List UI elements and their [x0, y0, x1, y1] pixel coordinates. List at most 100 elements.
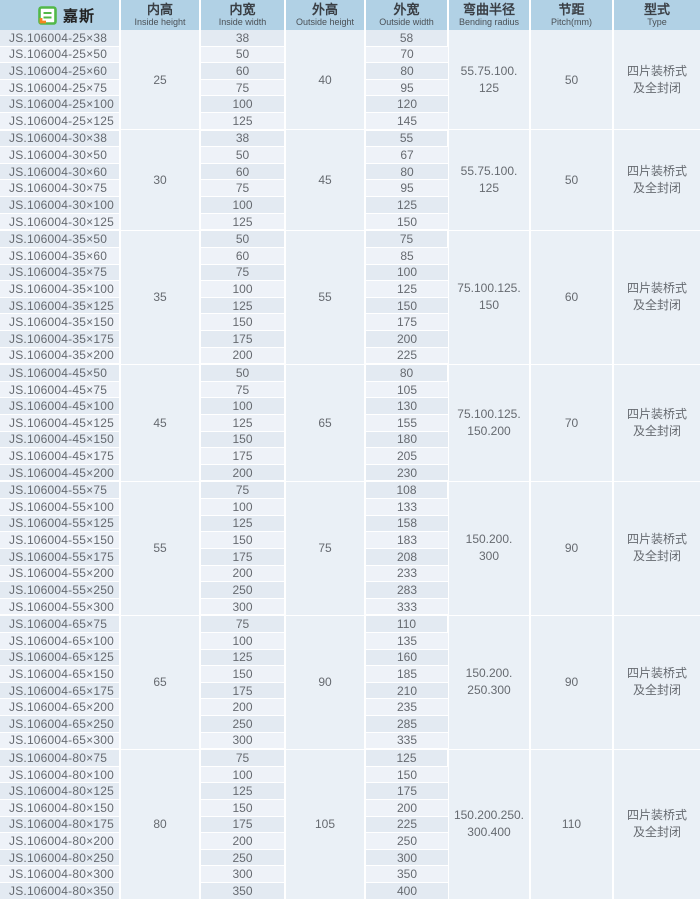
inside-width-cell: 175 [200, 447, 286, 465]
table-row: JS.106004-30×60 60 80 [0, 163, 700, 181]
model-cell: JS.106004-65×75 [0, 615, 121, 633]
inside-width-cell: 200 [200, 565, 286, 583]
outside-height-cell: 75 [285, 481, 366, 616]
type-line2: 及全封闭 [632, 298, 681, 313]
inside-width-cell: 75 [200, 179, 286, 198]
outside-width-cell: 158 [365, 515, 448, 533]
table-row: JS.106004-35×125 125 150 [0, 297, 700, 315]
table-row: JS.106004-35×175 175 200 [0, 330, 700, 348]
model-cell: JS.106004-80×125 [0, 782, 121, 801]
outside-width-cell: 145 [365, 112, 448, 131]
table-row: JS.106004-45×75 75 105 [0, 381, 700, 399]
bending-radius-line2: 150 [478, 298, 500, 313]
type-cell: 四片装桥式 及全封闭 [613, 749, 700, 901]
outside-width-cell: 110 [365, 615, 449, 633]
model-cell: JS.106004-80×350 [0, 882, 121, 901]
pitch-cell: 50 [530, 129, 614, 231]
outside-width-cell: 185 [365, 665, 448, 683]
type-line1: 四片装桥式 [626, 666, 687, 681]
type-line1: 四片装桥式 [626, 406, 687, 421]
type-cell: 四片装桥式 及全封闭 [613, 230, 700, 365]
table-row: JS.106004-30×50 50 67 [0, 146, 700, 164]
col-header-bending-radius: 弯曲半径 Bending radius [448, 0, 531, 30]
col-label-zh: 内高 [146, 2, 173, 17]
model-cell: JS.106004-35×125 [0, 297, 121, 315]
model-cell: JS.106004-80×250 [0, 849, 121, 867]
outside-width-cell: 333 [365, 598, 448, 617]
outside-width-cell: 225 [365, 347, 448, 366]
table-row: JS.106004-80×250 250 300 [0, 849, 700, 867]
pitch-cell: 70 [530, 364, 614, 482]
type-line2: 及全封闭 [632, 683, 681, 698]
outside-width-cell: 175 [365, 782, 448, 801]
col-header-inside-height: 内高 Inside height [120, 0, 201, 30]
type-line1: 四片装桥式 [626, 163, 687, 178]
table-row: JS.106004-45×100 100 130 [0, 397, 700, 416]
table-row: JS.106004-80×75 80 75 105 125 150.200.250. 300… [0, 749, 700, 901]
outside-width-cell: 85 [365, 247, 448, 265]
outside-width-cell: 180 [365, 431, 448, 449]
type-cell: 四片装桥式 及全封闭 [613, 615, 700, 750]
inside-width-cell: 175 [200, 330, 286, 348]
col-label-zh: 弯曲半径 [462, 2, 515, 17]
model-cell: JS.106004-45×175 [0, 447, 121, 465]
model-cell: JS.106004-35×100 [0, 280, 121, 298]
outside-width-cell: 250 [365, 832, 448, 850]
inside-width-cell: 150 [200, 431, 286, 449]
col-label-en: Outside width [379, 17, 434, 27]
inside-width-cell: 75 [200, 381, 286, 399]
inside-width-cell: 250 [200, 715, 286, 733]
outside-width-cell: 133 [365, 498, 448, 516]
type-line1: 四片装桥式 [626, 532, 687, 547]
model-cell: JS.106004-55×150 [0, 531, 121, 549]
inside-width-cell: 75 [200, 749, 286, 767]
model-cell: JS.106004-45×125 [0, 414, 121, 432]
inside-width-cell: 50 [200, 46, 286, 64]
table-row: JS.106004-30×125 125 150 [0, 213, 700, 232]
model-cell: JS.106004-30×50 [0, 146, 121, 164]
model-cell: JS.106004-30×125 [0, 213, 121, 232]
pitch-cell: 110 [530, 749, 614, 901]
inside-height-cell: 30 [120, 129, 201, 231]
table-row: JS.106004-25×60 60 80 [0, 62, 700, 80]
type-line2: 及全封闭 [632, 180, 681, 195]
model-cell: JS.106004-35×50 [0, 230, 121, 248]
outside-width-cell: 210 [365, 682, 448, 700]
outside-width-cell: 160 [365, 649, 448, 667]
table-row: JS.106004-80×150 150 200 [0, 799, 700, 817]
outside-width-cell: 205 [365, 447, 448, 465]
inside-width-cell: 125 [200, 649, 286, 667]
inside-width-cell: 75 [200, 79, 286, 97]
model-cell: JS.106004-35×175 [0, 330, 121, 348]
header-row: 嘉斯 内高 Inside height 内宽 Inside width 外高 O… [0, 0, 700, 30]
outside-height-cell: 55 [285, 230, 366, 365]
bending-radius-line2: 250.300 [467, 683, 511, 698]
outside-width-cell: 283 [365, 581, 448, 599]
inside-height-cell: 55 [120, 481, 201, 616]
table-row: JS.106004-65×250 250 285 [0, 715, 700, 733]
table-row: JS.106004-30×38 30 38 45 55 55.75.100. 125 50 四片… [0, 129, 700, 231]
inside-width-cell: 150 [200, 799, 286, 817]
col-header-pitch: 节距 Pitch(mm) [530, 0, 614, 30]
outside-width-cell: 350 [365, 865, 448, 884]
outside-width-cell: 125 [365, 196, 448, 214]
table-row: JS.106004-45×50 45 50 65 80 75.100.125. 150.20… [0, 364, 700, 482]
table-row: JS.106004-55×150 150 183 [0, 531, 700, 549]
col-header-outside-height: 外高 Outside height [285, 0, 366, 30]
model-cell: JS.106004-25×50 [0, 46, 121, 64]
table-row: JS.106004-25×100 100 120 [0, 95, 700, 114]
inside-width-cell: 50 [200, 230, 286, 248]
model-cell: JS.106004-80×200 [0, 832, 121, 850]
outside-width-cell: 67 [365, 146, 448, 164]
table-row: JS.106004-65×125 125 160 [0, 649, 700, 667]
model-cell: JS.106004-25×100 [0, 95, 121, 114]
outside-width-cell: 80 [365, 62, 448, 80]
inside-width-cell: 125 [200, 297, 286, 315]
inside-width-cell: 150 [200, 665, 286, 683]
col-header-outside-width: 外宽 Outside width [365, 0, 449, 30]
inside-width-cell: 100 [200, 280, 286, 298]
col-label-en: Inside width [218, 17, 267, 27]
type-line1: 四片装桥式 [626, 63, 687, 78]
col-header-inside-width: 内宽 Inside width [200, 0, 286, 30]
bending-radius-line1: 75.100.125. [457, 406, 521, 421]
